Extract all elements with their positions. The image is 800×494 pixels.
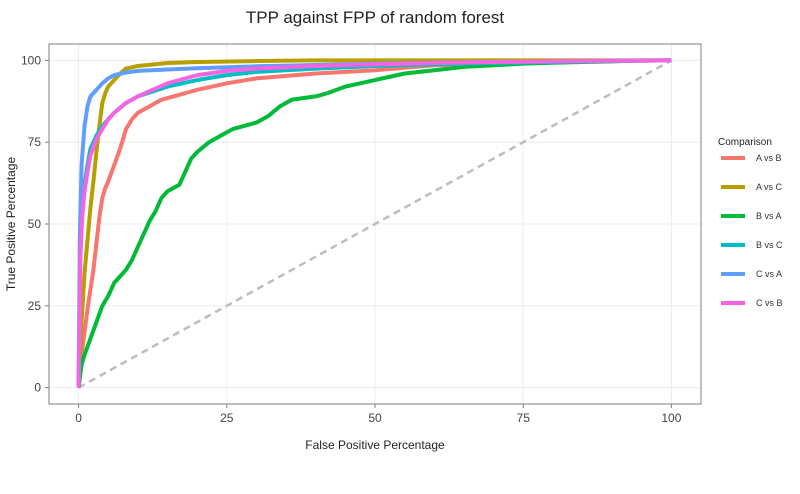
y-tick-label: 50 bbox=[28, 217, 42, 231]
legend-title: Comparison bbox=[718, 137, 772, 148]
axis-layer: 0 25 50 75 100 0 25 50 75 100 bbox=[21, 53, 682, 425]
legend-item-b-vs-a: B vs A bbox=[721, 211, 782, 221]
chart-title: TPP against FPP of random forest bbox=[246, 8, 505, 27]
legend-item-c-vs-b: C vs B bbox=[721, 298, 783, 308]
legend-label-b-vs-a: B vs A bbox=[756, 211, 782, 221]
legend-label-a-vs-c: A vs C bbox=[756, 182, 783, 192]
y-tick-label: 0 bbox=[34, 381, 41, 395]
legend-item-b-vs-c: B vs C bbox=[721, 240, 783, 250]
legend-label-c-vs-a: C vs A bbox=[756, 269, 782, 279]
reference-diagonal-line bbox=[77, 59, 673, 389]
legend-item-c-vs-a: C vs A bbox=[721, 269, 782, 279]
x-tick-label: 100 bbox=[661, 411, 681, 425]
legend-label-c-vs-b: C vs B bbox=[756, 298, 783, 308]
x-axis-title: False Positive Percentage bbox=[305, 438, 445, 452]
x-tick-label: 25 bbox=[220, 411, 234, 425]
y-axis-title: True Positive Percentage bbox=[4, 157, 18, 292]
series-line-a-vs-b bbox=[76, 58, 672, 388]
series-line-a-vs-c bbox=[76, 58, 672, 388]
series-line-c-vs-b bbox=[76, 58, 672, 388]
x-tick-label: 0 bbox=[75, 411, 82, 425]
y-tick-label: 25 bbox=[28, 299, 42, 313]
legend: Comparison A vs B A vs C B vs A B vs C C vs … bbox=[718, 137, 783, 308]
legend-item-a-vs-c: A vs C bbox=[721, 182, 783, 192]
y-tick-label: 100 bbox=[21, 53, 41, 67]
x-tick-label: 75 bbox=[517, 411, 531, 425]
x-tick-label: 50 bbox=[368, 411, 382, 425]
y-tick-label: 75 bbox=[28, 135, 42, 149]
legend-label-b-vs-c: B vs C bbox=[756, 240, 783, 250]
legend-items: A vs B A vs C B vs A B vs C C vs A C vs B bbox=[721, 153, 783, 308]
reference-layer bbox=[77, 59, 673, 389]
series-line-b-vs-a bbox=[76, 58, 672, 388]
series-layer bbox=[76, 58, 672, 388]
legend-item-a-vs-b: A vs B bbox=[721, 153, 782, 163]
legend-label-a-vs-b: A vs B bbox=[756, 153, 782, 163]
